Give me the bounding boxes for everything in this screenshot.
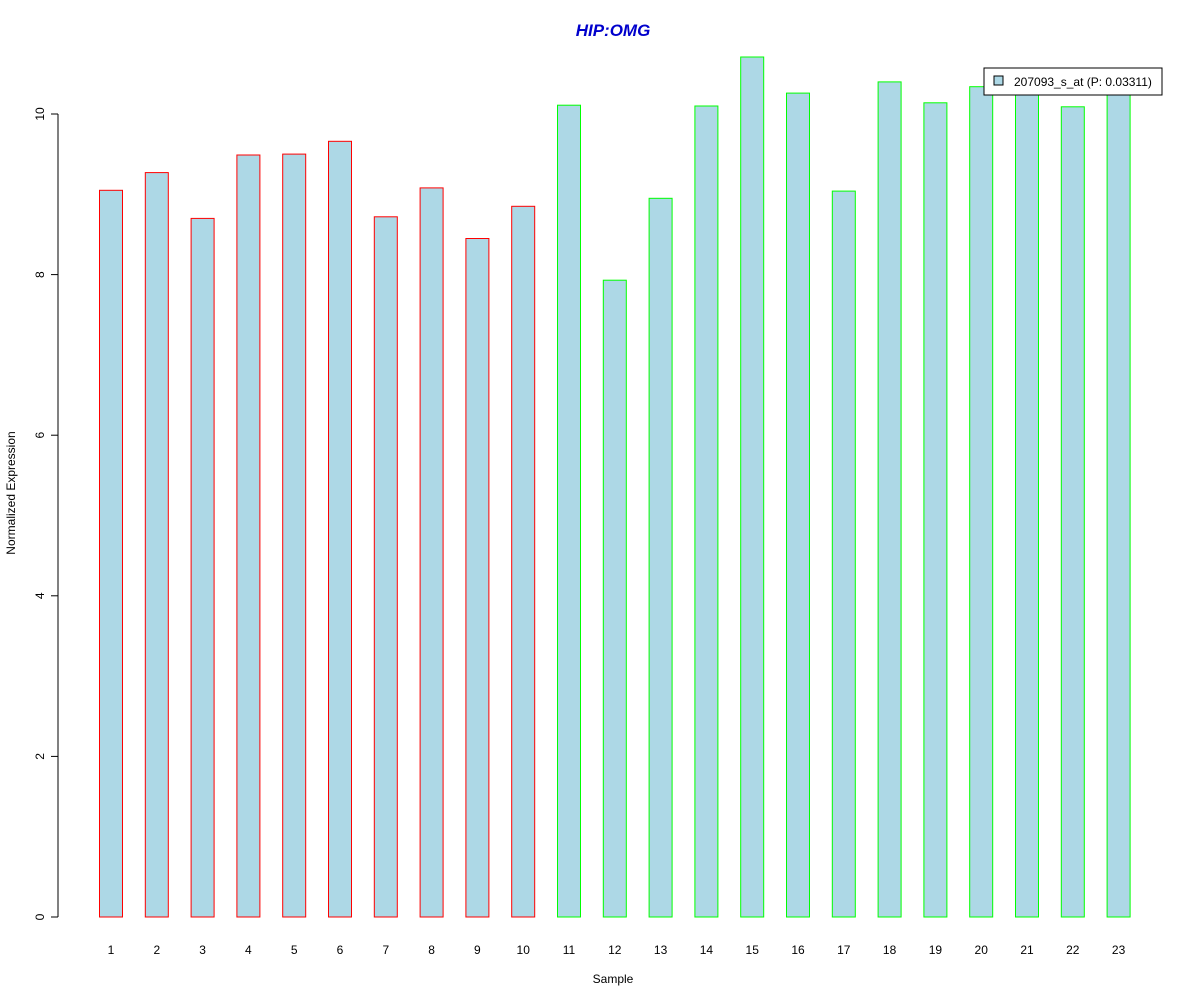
x-tick-label: 8 xyxy=(428,943,435,957)
y-tick-label: 0 xyxy=(33,913,47,920)
x-tick-label: 19 xyxy=(929,943,943,957)
x-tick-label: 7 xyxy=(382,943,389,957)
y-tick-label: 8 xyxy=(33,271,47,278)
y-tick-label: 6 xyxy=(33,432,47,439)
bar-sample-17 xyxy=(831,190,856,918)
bar-sample-20 xyxy=(969,86,994,918)
x-tick-label: 5 xyxy=(291,943,298,957)
x-tick-label: 21 xyxy=(1020,943,1034,957)
x-tick-label: 9 xyxy=(474,943,481,957)
x-axis-label: Sample xyxy=(593,972,634,986)
bar-sample-4 xyxy=(236,154,261,918)
x-tick-label: 14 xyxy=(700,943,714,957)
y-axis-label: Normalized Expression xyxy=(4,431,18,554)
bar-sample-18 xyxy=(877,81,902,918)
bars xyxy=(99,56,1131,918)
x-tick-label: 17 xyxy=(837,943,851,957)
x-tick-label: 15 xyxy=(746,943,760,957)
y-axis: 0 2 4 6 8 10 xyxy=(33,107,59,920)
x-tick-label: 12 xyxy=(608,943,622,957)
bar-sample-9 xyxy=(465,238,490,918)
bar-sample-2 xyxy=(144,172,169,918)
bar-sample-14 xyxy=(694,105,719,918)
x-tick-label: 22 xyxy=(1066,943,1080,957)
bar-sample-10 xyxy=(511,205,536,918)
x-tick-label: 10 xyxy=(517,943,531,957)
bar-sample-15 xyxy=(740,56,765,918)
x-tick-label: 13 xyxy=(654,943,668,957)
bar-sample-5 xyxy=(282,153,307,918)
legend-box xyxy=(983,67,1163,96)
chart-title: HIP:OMG xyxy=(576,21,651,40)
x-tick-label: 4 xyxy=(245,943,252,957)
bar-sample-11 xyxy=(557,104,581,918)
x-tick-label: 3 xyxy=(199,943,206,957)
bar-sample-3 xyxy=(190,217,215,918)
y-tick-label: 10 xyxy=(33,107,47,121)
x-tick-label: 6 xyxy=(337,943,344,957)
legend-label: 207093_s_at (P: 0.03311) xyxy=(1014,75,1152,89)
x-tick-label: 20 xyxy=(975,943,989,957)
x-tick-label: 1 xyxy=(108,943,115,957)
x-tick-label: 11 xyxy=(563,943,576,957)
x-tick-labels: 1 2 3 4 5 6 7 8 9 10 11 12 13 14 15 16 17 18 19 20 21 22 23 xyxy=(108,943,1126,957)
bar-sample-7 xyxy=(373,216,398,918)
bar-sample-23 xyxy=(1106,93,1131,918)
bar-sample-22 xyxy=(1060,106,1085,918)
x-tick-label: 16 xyxy=(791,943,805,957)
bar-sample-13 xyxy=(648,197,673,918)
legend: 207093_s_at (P: 0.03311) xyxy=(983,67,1163,96)
x-tick-label: 23 xyxy=(1112,943,1126,957)
bar-sample-12 xyxy=(602,279,627,918)
bar-sample-21 xyxy=(1015,93,1039,918)
y-tick-label: 4 xyxy=(33,592,47,599)
x-tick-label: 2 xyxy=(153,943,160,957)
bar-sample-16 xyxy=(786,92,810,918)
x-tick-label: 18 xyxy=(883,943,897,957)
bar-sample-6 xyxy=(328,140,352,918)
bar-sample-8 xyxy=(419,187,444,918)
bar-sample-1 xyxy=(99,189,123,918)
y-tick-label: 2 xyxy=(33,753,47,760)
legend-swatch xyxy=(993,75,1004,86)
bar-sample-19 xyxy=(923,102,948,918)
